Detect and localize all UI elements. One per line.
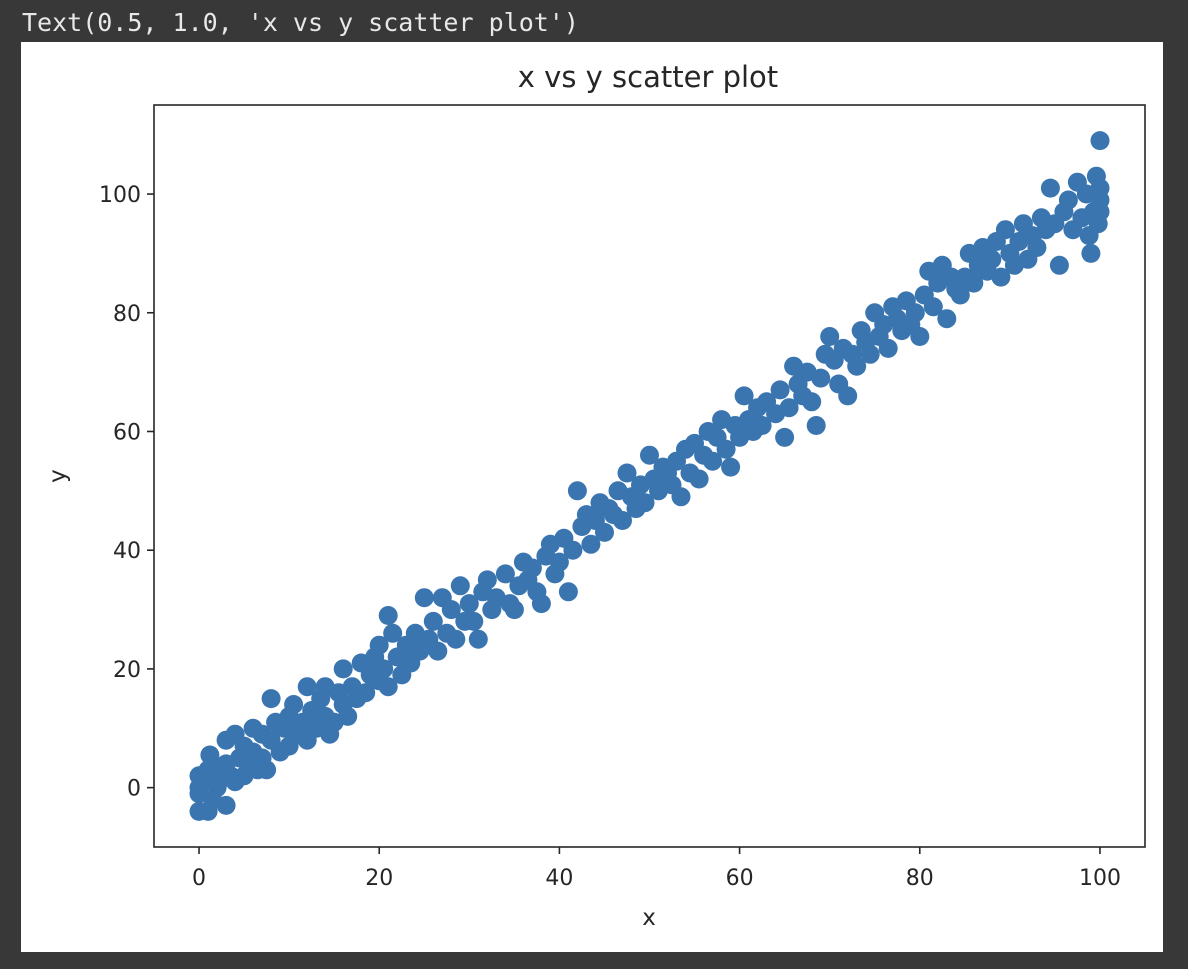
data-point xyxy=(261,689,281,709)
data-point xyxy=(1040,178,1060,198)
data-point xyxy=(860,344,880,364)
y-axis-ticks: 0 20 40 60 80 100 xyxy=(99,183,154,802)
y-tick-label: 100 xyxy=(99,183,141,208)
scatter-chart: x vs y scatter plot 0 20 40 60 80 100 0 20 40 60… xyxy=(45,60,1146,931)
data-point xyxy=(595,522,614,542)
data-point xyxy=(414,588,434,608)
data-point xyxy=(468,629,488,649)
data-point xyxy=(1090,131,1110,151)
data-point xyxy=(338,706,358,726)
data-point xyxy=(982,249,1002,269)
data-point xyxy=(811,368,831,388)
data-point xyxy=(522,558,542,578)
x-tick-label: 40 xyxy=(545,866,573,891)
data-point xyxy=(549,552,569,572)
data-point xyxy=(1090,202,1110,222)
data-point xyxy=(703,451,723,471)
data-point xyxy=(459,594,479,614)
data-point xyxy=(1058,190,1078,210)
data-point xyxy=(671,487,691,507)
data-point xyxy=(567,481,587,501)
data-point xyxy=(284,695,304,714)
data-point xyxy=(1090,178,1110,198)
data-point xyxy=(820,327,840,346)
data-point xyxy=(950,285,970,305)
data-point xyxy=(1049,255,1069,275)
data-point xyxy=(640,445,659,465)
y-axis-label: y xyxy=(45,469,71,483)
x-tick-label: 60 xyxy=(726,866,754,891)
data-point xyxy=(779,398,799,418)
data-point xyxy=(1081,243,1101,263)
data-point xyxy=(531,594,551,614)
chart-title: x vs y scatter plot xyxy=(518,60,778,94)
data-point xyxy=(617,463,637,483)
y-tick-label: 60 xyxy=(113,420,141,445)
data-point xyxy=(356,683,376,703)
x-tick-label: 0 xyxy=(192,866,206,891)
data-point xyxy=(806,416,826,435)
data-point xyxy=(378,677,398,697)
x-tick-label: 80 xyxy=(906,866,934,891)
data-point xyxy=(441,600,461,620)
data-point xyxy=(635,493,655,513)
x-tick-label: 20 xyxy=(365,866,393,891)
data-point xyxy=(1027,238,1047,257)
data-point xyxy=(297,677,317,697)
data-point xyxy=(802,392,822,412)
data-point xyxy=(563,540,583,560)
data-point xyxy=(923,297,943,317)
y-tick-label: 80 xyxy=(113,302,141,327)
data-point xyxy=(423,611,443,631)
data-point xyxy=(369,635,389,655)
data-point xyxy=(770,380,790,400)
plot-frame xyxy=(153,104,1146,848)
data-point xyxy=(734,386,754,406)
data-point xyxy=(477,570,497,590)
data-point xyxy=(847,356,867,376)
data-point xyxy=(716,439,736,459)
data-point xyxy=(838,386,858,406)
data-point xyxy=(216,795,236,815)
y-tick-label: 20 xyxy=(113,658,141,683)
data-point xyxy=(464,611,484,631)
data-point xyxy=(446,629,466,649)
data-point xyxy=(775,427,795,447)
x-tick-label: 100 xyxy=(1079,866,1121,891)
data-point xyxy=(374,659,394,679)
data-point xyxy=(752,416,772,435)
figure: x vs y scatter plot 0 20 40 60 80 100 0 20 40 60… xyxy=(21,42,1163,952)
data-point xyxy=(378,606,398,625)
data-point xyxy=(964,273,984,293)
y-tick-label: 0 xyxy=(127,777,141,802)
data-point xyxy=(495,564,515,584)
data-point xyxy=(504,600,524,620)
data-point xyxy=(613,511,632,530)
data-point xyxy=(689,469,709,489)
x-axis-ticks: 0 20 40 60 80 100 xyxy=(192,847,1121,891)
data-point xyxy=(558,582,578,602)
data-point xyxy=(200,745,220,765)
data-point xyxy=(428,641,448,661)
y-tick-label: 40 xyxy=(113,539,141,564)
cell-output-text: Text(0.5, 1.0, 'x vs y scatter plot') xyxy=(22,8,579,37)
data-point xyxy=(333,659,353,679)
data-point xyxy=(383,623,403,643)
data-point xyxy=(937,309,957,329)
data-point xyxy=(721,457,741,477)
data-point xyxy=(995,220,1015,240)
data-point xyxy=(878,338,898,358)
data-point xyxy=(905,303,925,323)
x-axis-label: x xyxy=(642,905,656,931)
data-point xyxy=(450,576,470,596)
data-point xyxy=(257,760,277,780)
data-point xyxy=(581,534,601,554)
scatter-points xyxy=(189,131,1110,821)
data-point xyxy=(991,267,1011,287)
data-point xyxy=(910,327,930,346)
